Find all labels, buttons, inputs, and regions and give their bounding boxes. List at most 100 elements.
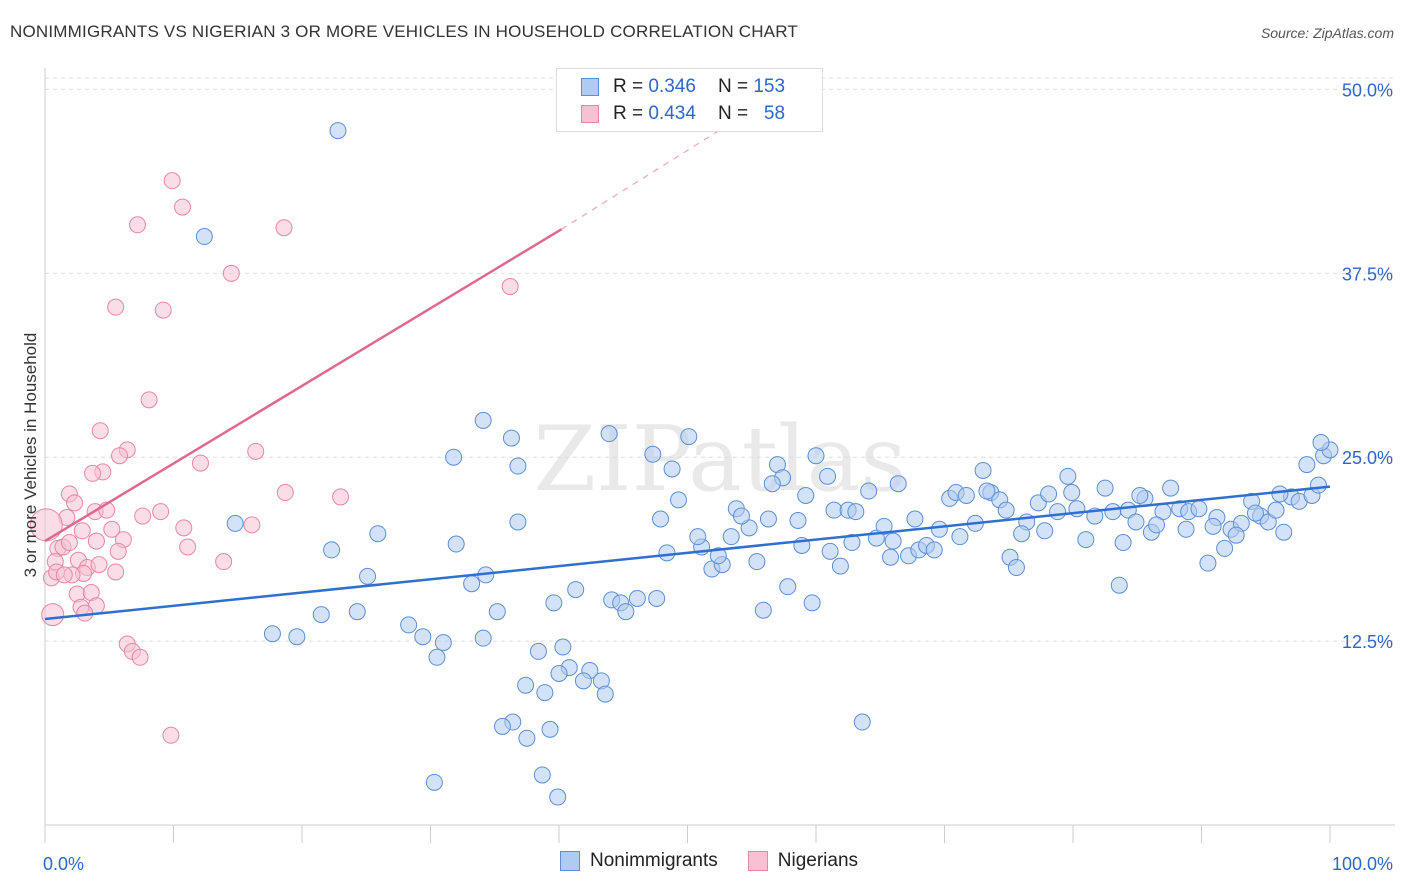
x-tick-label: 100.0% xyxy=(1332,854,1393,874)
data-point xyxy=(518,729,536,747)
data-point xyxy=(554,638,572,656)
data-point xyxy=(957,486,975,504)
data-point xyxy=(226,514,244,532)
data-point xyxy=(652,510,670,528)
legend-n-value: 58 xyxy=(763,103,786,124)
data-point xyxy=(670,491,688,509)
data-point xyxy=(87,532,105,550)
data-point xyxy=(1049,503,1067,521)
legend-swatch-pink xyxy=(581,105,599,123)
data-point xyxy=(191,454,209,472)
trend-line-nigerians-extension xyxy=(561,125,727,230)
data-point xyxy=(779,578,797,596)
data-point xyxy=(709,547,727,565)
data-point xyxy=(825,501,843,519)
data-point xyxy=(1096,479,1114,497)
data-point xyxy=(323,541,341,559)
data-point xyxy=(1110,576,1128,594)
data-point xyxy=(1013,525,1031,543)
data-point xyxy=(843,534,861,552)
trend-lines xyxy=(44,125,1331,621)
data-point xyxy=(179,538,197,556)
data-point xyxy=(60,534,78,552)
legend-r-label: R = xyxy=(613,103,644,124)
data-point xyxy=(1298,456,1316,474)
data-point xyxy=(107,563,125,581)
data-point xyxy=(1190,500,1208,518)
data-point xyxy=(1114,534,1132,552)
data-point xyxy=(889,475,907,493)
data-point xyxy=(332,488,350,506)
data-point xyxy=(502,429,520,447)
data-point xyxy=(529,642,547,660)
data-point xyxy=(541,720,559,738)
tick-labels: 12.5% 25.0% 37.5% 50.0% 0.0% 100.0% xyxy=(43,80,1393,874)
data-point xyxy=(463,575,481,593)
data-point xyxy=(797,486,815,504)
data-point xyxy=(1312,434,1330,451)
data-point xyxy=(1104,503,1122,521)
data-point xyxy=(628,589,646,607)
data-point xyxy=(509,457,527,475)
data-point xyxy=(222,264,240,282)
data-point xyxy=(103,520,121,538)
data-point xyxy=(1007,559,1025,577)
data-point xyxy=(1259,513,1277,531)
data-point xyxy=(997,501,1015,519)
data-point xyxy=(414,628,432,646)
data-point xyxy=(348,603,366,621)
data-point xyxy=(789,511,807,529)
data-point xyxy=(831,557,849,575)
data-point xyxy=(369,525,387,543)
legend-r-label: R = xyxy=(613,76,644,97)
data-point xyxy=(853,713,871,731)
data-point xyxy=(162,726,180,744)
data-point xyxy=(445,448,463,466)
data-point xyxy=(1275,523,1293,541)
bottom-legend: Nonimmigrants Nigerians xyxy=(560,850,888,872)
data-point xyxy=(173,198,191,216)
trend-line-nigerians xyxy=(44,228,563,543)
data-point xyxy=(1246,504,1264,522)
data-point xyxy=(759,510,777,528)
trend-line-nonimmigrants xyxy=(44,485,1331,621)
x-tick-label: 0.0% xyxy=(43,854,84,874)
legend-row-nigerians: R = 0.434 N = 58 xyxy=(581,102,785,126)
data-point xyxy=(722,528,740,546)
data-point xyxy=(978,482,996,500)
data-point xyxy=(689,528,707,546)
data-point xyxy=(1309,476,1327,494)
data-point xyxy=(243,516,261,534)
data-point xyxy=(41,603,65,627)
data-point xyxy=(658,544,676,562)
data-point xyxy=(1204,517,1222,535)
data-point xyxy=(447,535,465,553)
data-point xyxy=(600,425,618,443)
data-point xyxy=(152,503,170,521)
data-point xyxy=(567,581,585,599)
data-point xyxy=(501,278,519,296)
data-point xyxy=(925,541,943,559)
bottom-legend-nonimmigrants[interactable]: Nonimmigrants xyxy=(560,850,718,872)
data-point xyxy=(875,517,893,535)
legend-n-label: N = xyxy=(717,103,749,124)
data-point xyxy=(754,601,772,619)
data-point xyxy=(882,548,900,566)
bottom-legend-nigerians[interactable]: Nigerians xyxy=(747,850,859,872)
data-point xyxy=(55,566,73,584)
source-label[interactable]: Source: ZipAtlas.com xyxy=(1260,25,1394,41)
bottom-legend-label: Nigerians xyxy=(777,850,859,871)
data-point xyxy=(1162,479,1180,497)
legend-row-nonimmigrants: R = 0.346 N = 153 xyxy=(581,75,785,99)
data-point xyxy=(84,464,102,482)
legend-n-value: 153 xyxy=(753,76,786,97)
data-point xyxy=(1040,485,1058,503)
data-point xyxy=(288,628,306,646)
legend-r-value: 0.346 xyxy=(648,76,696,97)
y-tick-label: 25.0% xyxy=(1342,448,1393,468)
data-point xyxy=(134,507,152,525)
axes xyxy=(44,68,1395,843)
data-point xyxy=(163,172,181,190)
data-point xyxy=(329,122,347,140)
